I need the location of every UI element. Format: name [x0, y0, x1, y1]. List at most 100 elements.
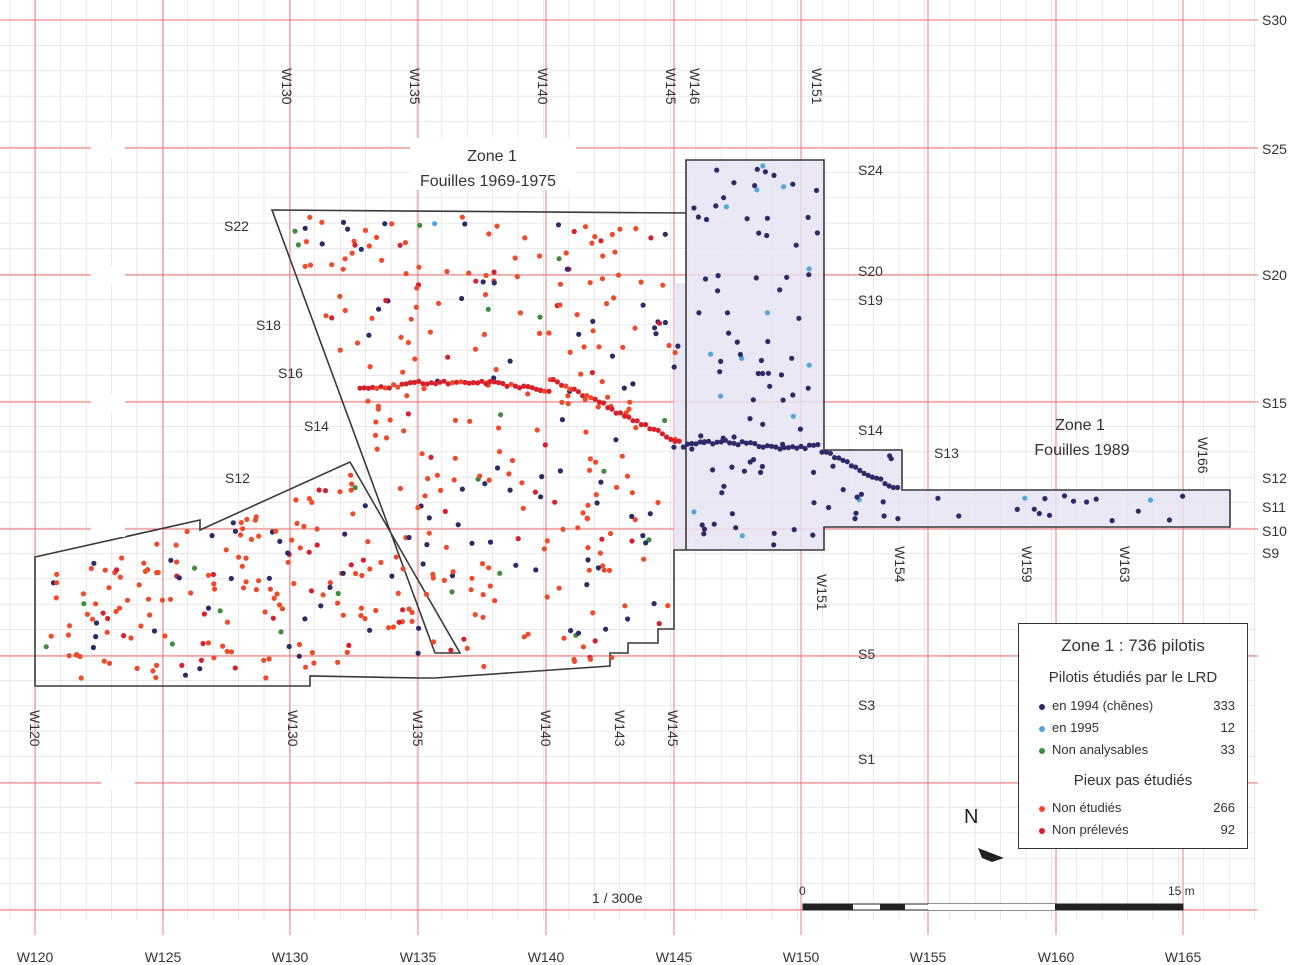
pile-dot: [473, 278, 479, 284]
pile-dot: [367, 364, 373, 370]
pile-dot: [760, 444, 766, 450]
pile-dot: [424, 542, 430, 548]
pile-dot: [348, 562, 354, 568]
pile-dot: [387, 417, 393, 423]
pile-dot: [699, 522, 705, 528]
pile-dot: [340, 219, 347, 225]
pile-dot: [487, 583, 493, 589]
pile-dot: [630, 418, 636, 424]
pile-dot: [232, 528, 238, 534]
pile-dot: [445, 354, 451, 360]
pile-dot: [574, 312, 580, 318]
pile-dot: [713, 203, 719, 209]
pile-dot: [598, 479, 604, 485]
pile-dot: [609, 353, 616, 359]
pile-dot: [81, 601, 87, 607]
excavation-outlines: [34, 159, 1231, 687]
pile-dot: [487, 539, 494, 545]
s-label: S13: [934, 445, 959, 461]
pile-dot: [865, 472, 871, 478]
top-w-label: W146: [687, 68, 703, 105]
pile-dot: [253, 587, 259, 593]
pile-dot: [400, 607, 406, 613]
pile-dot: [593, 459, 599, 465]
pile-dot: [869, 474, 876, 480]
pile-dot: [318, 603, 324, 609]
pile-dot: [604, 301, 610, 307]
pile-dot: [895, 484, 901, 491]
pile-dot: [1084, 499, 1090, 505]
pile-dot: [412, 379, 418, 385]
pile-dot: [525, 631, 531, 637]
pile-dot: [760, 421, 766, 427]
pile-dot: [491, 375, 497, 381]
pile-dot: [197, 666, 203, 672]
pile-dot: [741, 468, 748, 474]
pile-dot: [359, 572, 365, 579]
pile-dot: [1022, 495, 1028, 501]
pile-dot: [625, 616, 631, 622]
pile-dot: [491, 280, 497, 286]
mid-w-label: W159: [1019, 546, 1035, 583]
pile-dot: [760, 370, 766, 377]
pile-dot: [762, 169, 769, 175]
pile-dot: [956, 513, 962, 519]
pile-dot: [748, 440, 754, 446]
pile-dot: [479, 378, 485, 384]
pile-dot: [806, 362, 812, 368]
pile-dot: [375, 406, 381, 412]
pile-dot: [147, 612, 153, 618]
pile-dot: [534, 427, 540, 433]
pile-dot: [430, 575, 436, 581]
pile-dot: [500, 380, 506, 387]
low-w-label: W140: [538, 710, 554, 747]
pile-dot: [624, 473, 631, 479]
pile-dot: [691, 205, 697, 211]
pile-dot: [479, 561, 486, 567]
pile-dot: [482, 481, 488, 487]
pile-dot: [464, 645, 470, 652]
pile-dot: [274, 591, 280, 597]
pile-dot: [563, 383, 569, 389]
pile-dot: [672, 438, 678, 444]
pile-dot: [718, 439, 724, 445]
pile-dot: [568, 628, 574, 634]
pile-dot: [689, 440, 695, 447]
pile-dot: [93, 620, 100, 626]
pile-dot: [319, 219, 325, 225]
pile-dot: [826, 504, 832, 511]
pile-dot: [327, 580, 333, 586]
pile-dot: [597, 550, 604, 556]
pile-dot: [396, 619, 402, 625]
pile-dot: [680, 444, 687, 450]
pile-dot: [698, 433, 704, 439]
pile-dot: [367, 566, 373, 572]
pile-dot: [662, 417, 668, 424]
pile-dot: [335, 590, 341, 597]
pile-dot: [537, 253, 543, 259]
pile-dot: [519, 480, 525, 486]
pile-dot: [397, 242, 403, 248]
pile-dot: [136, 582, 142, 588]
pile-dot: [593, 492, 599, 498]
pile-dot: [66, 623, 73, 629]
pile-dot: [390, 624, 397, 630]
mid-w-label: W154: [892, 546, 908, 583]
pile-dot: [721, 483, 727, 489]
pile-dot: [373, 607, 379, 614]
pile-dot: [362, 616, 368, 622]
pile-dot: [244, 516, 250, 523]
pile-dot: [603, 626, 609, 632]
pile-dot: [715, 273, 721, 279]
mid-w-label: W163: [1117, 546, 1133, 583]
pile-dot: [472, 612, 478, 618]
pile-dot: [424, 381, 430, 387]
pile-dot: [301, 523, 307, 529]
pile-dot: [271, 595, 277, 601]
pile-dot: [169, 641, 175, 647]
legend-item: Non analysables 33: [1039, 742, 1235, 760]
pile-dot: [671, 444, 677, 450]
pile-dot: [468, 587, 474, 593]
pile-dot: [486, 477, 492, 483]
pile-dot: [858, 491, 865, 497]
